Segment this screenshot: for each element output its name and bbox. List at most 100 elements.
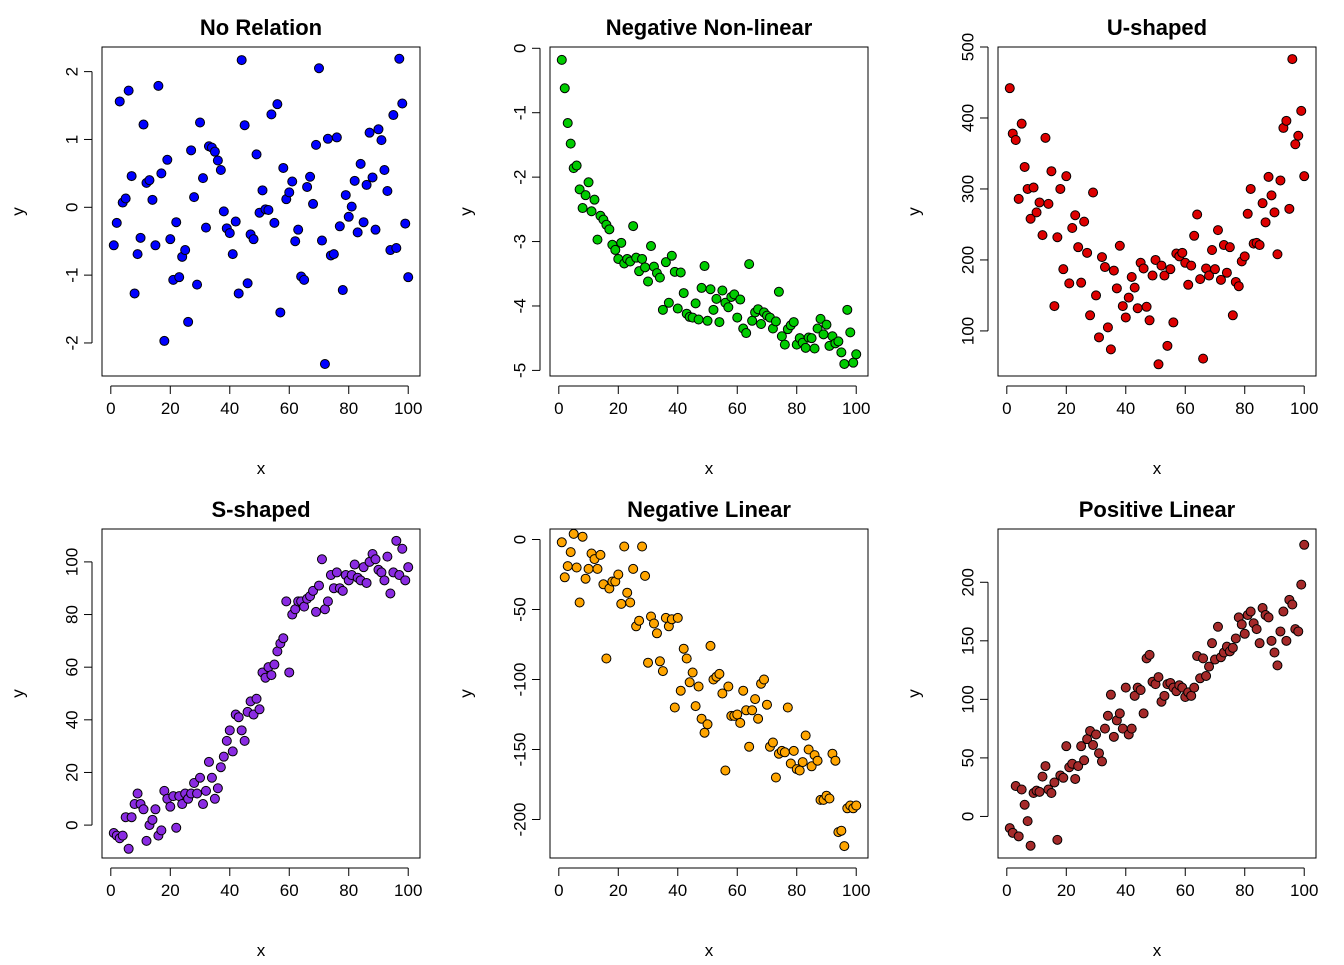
data-point bbox=[239, 120, 250, 131]
data-point bbox=[794, 765, 805, 776]
data-point bbox=[681, 653, 692, 664]
plot-frame bbox=[997, 528, 1317, 859]
data-point bbox=[1168, 317, 1179, 328]
data-point bbox=[319, 358, 330, 369]
data-point bbox=[198, 173, 209, 184]
data-point bbox=[619, 541, 630, 552]
data-point bbox=[180, 245, 191, 256]
data-point bbox=[1040, 761, 1051, 772]
data-point bbox=[305, 171, 316, 182]
data-point bbox=[302, 181, 313, 192]
data-point bbox=[800, 342, 811, 353]
data-point bbox=[278, 633, 289, 644]
scatter-panel: 0 20 40 60 80 100 0 20 40 60 80 100 S-shaped x y bbox=[9, 497, 423, 960]
y-tick-label: -50 bbox=[511, 597, 530, 622]
data-point bbox=[1242, 208, 1253, 219]
y-tick-label: 60 bbox=[63, 658, 82, 677]
data-point bbox=[1299, 539, 1310, 550]
data-point bbox=[678, 288, 689, 299]
data-point bbox=[227, 746, 238, 757]
data-point bbox=[1207, 245, 1218, 256]
data-point bbox=[203, 756, 214, 767]
data-point bbox=[1278, 606, 1289, 617]
data-point bbox=[559, 572, 570, 583]
y-tick-label: -5 bbox=[511, 363, 530, 378]
data-point bbox=[1290, 139, 1301, 150]
data-point bbox=[1296, 579, 1307, 590]
data-point bbox=[657, 666, 668, 677]
data-point bbox=[358, 217, 369, 228]
y-tick-label: -200 bbox=[511, 802, 530, 836]
data-point bbox=[1254, 240, 1265, 251]
data-point bbox=[1102, 322, 1113, 333]
scatter-panel: 0 20 40 60 80 100 -5 -4 -3 -2 -1 0 Negative Non-line… bbox=[457, 15, 871, 478]
data-point bbox=[699, 261, 710, 272]
y-axis-label: y bbox=[905, 207, 924, 216]
data-point bbox=[646, 241, 657, 252]
x-tick-label: 80 bbox=[787, 399, 806, 418]
data-point bbox=[1070, 210, 1081, 221]
data-point bbox=[1198, 653, 1209, 664]
data-point bbox=[1281, 635, 1292, 646]
data-point bbox=[1099, 262, 1110, 273]
data-point bbox=[732, 312, 743, 323]
scatter-panel: 0 20 40 60 80 100 0 50 100 150 200 Positive Linear x… bbox=[905, 497, 1319, 960]
x-tick-label: 80 bbox=[1235, 881, 1254, 900]
data-point bbox=[138, 119, 149, 130]
data-point bbox=[355, 158, 366, 169]
data-point bbox=[287, 176, 298, 187]
data-point bbox=[147, 194, 158, 205]
data-point bbox=[747, 705, 758, 716]
x-tick-label: 20 bbox=[161, 881, 180, 900]
data-point bbox=[613, 569, 624, 580]
data-point bbox=[684, 677, 695, 688]
data-point bbox=[1010, 134, 1021, 145]
data-point bbox=[1085, 310, 1096, 321]
data-point bbox=[678, 643, 689, 654]
data-point bbox=[1108, 731, 1119, 742]
data-point bbox=[595, 549, 606, 560]
data-point bbox=[313, 63, 324, 74]
data-point bbox=[702, 315, 713, 326]
x-tick-label: 40 bbox=[220, 399, 239, 418]
data-point bbox=[1088, 740, 1099, 751]
data-point bbox=[376, 135, 387, 146]
data-point bbox=[568, 528, 579, 539]
data-point bbox=[382, 551, 393, 562]
data-point bbox=[839, 841, 850, 852]
data-point bbox=[744, 259, 755, 270]
data-point bbox=[108, 240, 119, 251]
data-point bbox=[334, 221, 345, 232]
data-point bbox=[391, 535, 402, 546]
data-point bbox=[732, 709, 743, 720]
data-point bbox=[150, 240, 161, 251]
x-tick-label: 40 bbox=[1116, 399, 1135, 418]
y-tick-label: 100 bbox=[959, 685, 978, 713]
data-point bbox=[616, 598, 627, 609]
x-tick-label: 60 bbox=[1176, 399, 1195, 418]
data-point bbox=[773, 286, 784, 297]
data-point bbox=[1189, 682, 1200, 693]
data-point bbox=[311, 606, 322, 617]
data-point bbox=[1034, 786, 1045, 797]
data-point bbox=[206, 772, 217, 783]
data-point bbox=[1120, 682, 1131, 693]
data-point bbox=[586, 206, 597, 217]
y-axis-label: y bbox=[9, 207, 28, 216]
data-point bbox=[1114, 708, 1125, 719]
data-point bbox=[156, 825, 167, 836]
data-point bbox=[1177, 247, 1188, 258]
data-point bbox=[138, 804, 149, 815]
x-tick-label: 60 bbox=[280, 399, 299, 418]
scatter-panel: 0 20 40 60 80 100 -200 -150 -100 -50 0 Negative Lin… bbox=[457, 497, 871, 960]
data-point bbox=[195, 117, 206, 128]
data-point bbox=[556, 54, 567, 65]
data-point bbox=[1144, 649, 1155, 660]
y-tick-label: 0 bbox=[511, 535, 530, 544]
data-point bbox=[171, 217, 182, 228]
data-point bbox=[580, 190, 591, 201]
data-point bbox=[215, 762, 226, 773]
data-point bbox=[1183, 279, 1194, 290]
x-tick-label: 0 bbox=[106, 399, 115, 418]
data-point bbox=[266, 670, 277, 681]
